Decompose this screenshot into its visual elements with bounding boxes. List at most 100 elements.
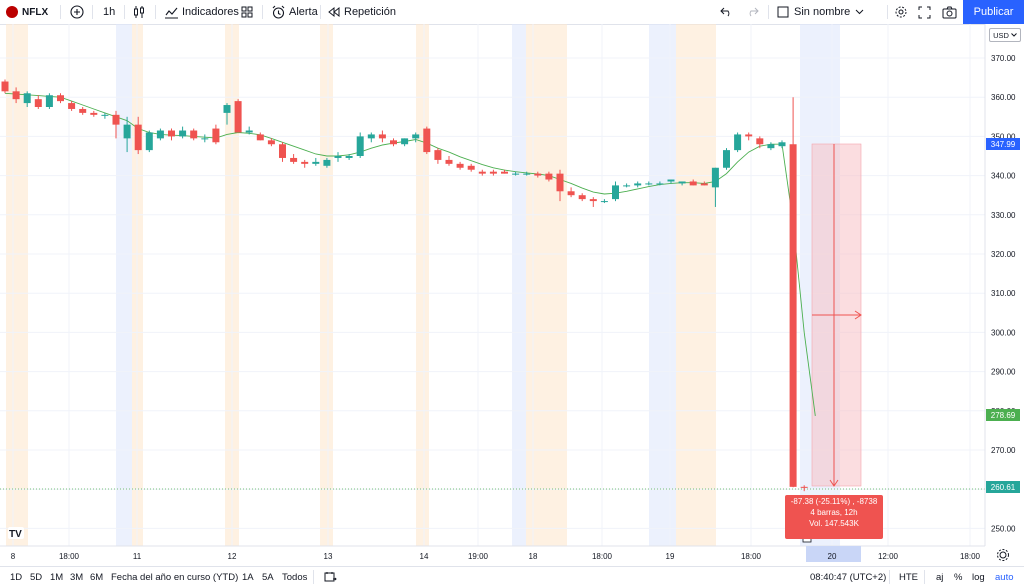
svg-text:TV: TV [9, 529, 22, 540]
undo-button[interactable] [720, 0, 733, 24]
candle-down [112, 110, 120, 139]
settings-button[interactable] [894, 0, 908, 24]
square-layout-icon [777, 6, 789, 18]
percent-toggle[interactable]: % [954, 571, 963, 583]
session-toggle[interactable]: HTE [899, 571, 918, 583]
price-tick-label: 300.00 [991, 328, 1016, 337]
axis-settings-gear-icon[interactable] [997, 549, 1009, 561]
session-band [320, 24, 333, 546]
time-axis-selection [806, 546, 861, 562]
auto-scale-toggle[interactable]: auto [995, 571, 1014, 583]
snapshot-button[interactable] [942, 0, 957, 24]
fullscreen-button[interactable] [918, 0, 931, 24]
symbol-label: NFLX [22, 6, 49, 18]
undo-icon [720, 7, 730, 17]
candle-down [478, 169, 486, 176]
candle-down [467, 163, 475, 172]
replay-button[interactable]: Repetición [328, 0, 396, 24]
indicators-label: Indicadores [182, 6, 239, 18]
chart-type-button[interactable] [133, 0, 145, 24]
candle-up [312, 157, 320, 166]
price-chart[interactable]: 370.00 360.00 350.00 340.00 330.00 320.00 310.… [0, 24, 1024, 566]
candle-up [223, 103, 231, 125]
layout-button[interactable]: Sin nombre [777, 0, 864, 24]
currency-selector[interactable]: USD [989, 28, 1021, 42]
candle-down [68, 101, 76, 111]
session-band [676, 24, 716, 546]
candle-up [734, 132, 742, 153]
time-tick-label: 18:00 [741, 552, 762, 561]
time-tick-label: 18:00 [592, 552, 613, 561]
time-tick-label: 19 [666, 552, 675, 561]
measure-bars: 4 barras, 12h [810, 508, 858, 517]
candle-up [145, 130, 153, 153]
measure-tooltip: -87.38 (-25.11%) , -8738 4 barras, 12h V… [785, 495, 883, 539]
interval-label: 1h [103, 6, 116, 18]
price-axis-background [985, 24, 1024, 546]
price-tick-label: 330.00 [991, 211, 1016, 220]
candle-up [623, 183, 631, 188]
candle-down [279, 142, 286, 162]
candle-down [290, 154, 298, 164]
candle-up [345, 154, 353, 160]
time-tick-label: 13 [324, 552, 333, 561]
clock-timezone[interactable]: 08:40:47 (UTC+2) [810, 571, 887, 583]
templates-button[interactable] [241, 0, 253, 24]
range-6m[interactable]: 6M [90, 571, 104, 583]
candle-down [445, 156, 453, 166]
range-5d[interactable]: 5D [30, 571, 43, 583]
candle-up [512, 171, 520, 176]
time-tick-label: 12:00 [878, 552, 899, 561]
candle-up [523, 171, 531, 176]
adjust-toggle[interactable]: aj [936, 571, 944, 583]
currency-label: USD [993, 30, 1009, 40]
candle-down [256, 132, 264, 141]
candle-down [534, 171, 542, 178]
candle-up [600, 199, 608, 204]
chevron-down-icon [855, 9, 864, 15]
moving-average-price-tag: 278.69 [986, 409, 1020, 421]
bottom-toolbar: 1D 5D 1M 3M 6M Fecha del año en curso (Y… [0, 566, 1024, 587]
range-ytd[interactable]: Fecha del año en curso (YTD) [111, 571, 239, 583]
publish-button[interactable]: Publicar [963, 0, 1024, 24]
interval-button[interactable]: 1h [103, 0, 115, 24]
price-tick-label: 250.00 [991, 524, 1016, 533]
symbol-search[interactable]: NFLX [6, 0, 48, 24]
candle-up [201, 134, 209, 143]
tradingview-logo-icon: TV [8, 527, 24, 540]
go-to-date-button[interactable] [324, 567, 337, 587]
candle-down [234, 99, 242, 133]
candle-down [700, 181, 708, 186]
range-all[interactable]: Todos [282, 571, 308, 583]
divider [262, 5, 263, 19]
redo-button[interactable] [746, 0, 759, 24]
alarm-clock-icon [272, 5, 285, 19]
candle-up [101, 112, 109, 119]
time-tick-label: 14 [420, 552, 429, 561]
range-3m[interactable]: 3M [70, 571, 84, 583]
range-1m[interactable]: 1M [50, 571, 64, 583]
crosshair-price-tag: 260.61 [986, 481, 1020, 493]
candle-down [556, 169, 564, 202]
candle-up [179, 126, 187, 139]
candle-up [656, 181, 664, 186]
candle-up [412, 132, 420, 143]
candle-down [34, 95, 42, 109]
candle-up [634, 181, 642, 188]
session-band [116, 24, 132, 546]
log-toggle[interactable]: log [972, 571, 985, 583]
candle-down [168, 128, 175, 141]
candle-up [367, 132, 375, 143]
range-5a[interactable]: 5A [262, 571, 274, 583]
range-1a[interactable]: 1A [242, 571, 254, 583]
candle-up [123, 116, 131, 153]
compare-add-symbol-button[interactable] [70, 0, 84, 24]
time-tick-label: 18 [529, 552, 538, 561]
candle-up [723, 148, 730, 170]
range-1d[interactable]: 1D [10, 571, 23, 583]
candle-down [589, 197, 597, 207]
indicators-button[interactable]: Indicadores [164, 0, 239, 24]
alert-button[interactable]: Alerta [271, 0, 318, 24]
candle-up [356, 132, 364, 158]
grid-squares-icon [241, 6, 253, 18]
